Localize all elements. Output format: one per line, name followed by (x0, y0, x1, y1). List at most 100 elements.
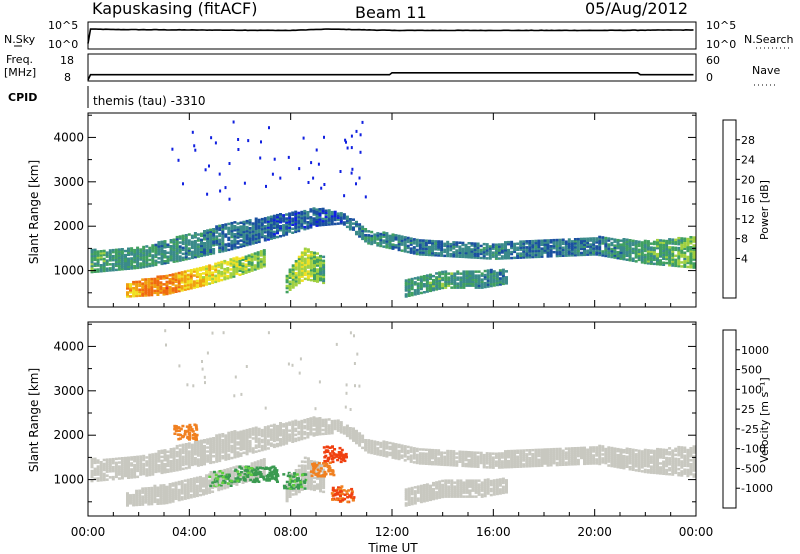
velocity-cell (236, 433, 240, 436)
velocity-cell (379, 445, 383, 449)
velocity-cell (497, 454, 501, 457)
power-cell (233, 247, 237, 250)
velocity-cell (259, 463, 263, 466)
velocity-cell (242, 433, 246, 437)
power-cell (471, 278, 475, 281)
velocity-cell (403, 445, 407, 448)
velocity-cell (415, 459, 419, 463)
power-cell (482, 256, 486, 260)
power-cell (253, 252, 257, 255)
power-cell (586, 241, 590, 244)
velocity-cell (211, 478, 215, 481)
power-cell (421, 241, 425, 244)
power-cell (203, 246, 206, 249)
velocity-cell (622, 464, 626, 468)
power-cell (438, 285, 442, 288)
power-cell (165, 282, 169, 286)
power-cell (531, 247, 535, 251)
power-cell (229, 264, 233, 267)
velocity-cell (306, 424, 310, 427)
velocity-cell (168, 489, 172, 492)
power-cell (497, 247, 501, 250)
power-cell (205, 265, 208, 268)
power-cell (291, 221, 295, 224)
power-cell (486, 275, 490, 278)
velocity-cell (689, 459, 693, 462)
power-cell (595, 237, 599, 240)
power-cell (124, 267, 127, 271)
velocity-cell (236, 453, 240, 456)
power-cell (135, 282, 139, 286)
power-cell (422, 283, 426, 286)
power-cell (300, 261, 304, 264)
velocity-cell (625, 449, 629, 452)
power-cell (379, 242, 383, 246)
velocity-cell (195, 494, 199, 498)
power-cell (156, 277, 160, 280)
velocity-cell (683, 468, 687, 471)
velocity-cell (189, 490, 193, 493)
power-cell (519, 256, 523, 259)
power-cell (488, 245, 492, 248)
power-cell (407, 292, 411, 295)
power-cell (589, 247, 593, 250)
power-cell (438, 283, 442, 286)
velocity-cell (175, 468, 179, 472)
power-cell (649, 248, 653, 251)
power-cell (257, 224, 261, 228)
velocity-cell (674, 469, 678, 473)
power-cell (497, 243, 501, 246)
power-cell (583, 247, 586, 251)
velocity-cell (144, 495, 148, 498)
power-cell (437, 254, 441, 257)
velocity-cell (513, 461, 517, 465)
power-cell (306, 260, 310, 263)
velocity-cell (291, 434, 295, 437)
velocity-cell (586, 450, 590, 453)
power-cell (315, 222, 319, 225)
power-cell (589, 239, 593, 242)
velocity-cell (610, 464, 614, 468)
velocity-cell (379, 451, 383, 455)
power-cell (266, 226, 270, 229)
velocity-cell (132, 501, 136, 505)
power-cell (316, 260, 319, 263)
velocity-cell (178, 450, 182, 453)
power-cell (180, 281, 184, 284)
power-cell (592, 237, 596, 240)
power-cell (190, 252, 194, 256)
power-cell (211, 271, 215, 274)
power-cell (236, 246, 240, 249)
power-cell (497, 257, 501, 260)
power-cell (259, 250, 263, 253)
power-scatter (182, 182, 184, 186)
power-cell (498, 281, 502, 284)
power-cell (254, 241, 258, 244)
velocity-cell (637, 469, 641, 473)
power-cell (421, 253, 425, 256)
power-cell (558, 252, 562, 256)
velocity-cell (163, 451, 167, 454)
power-cell (108, 263, 112, 266)
power-cell (558, 246, 562, 250)
velocity-cell (540, 456, 544, 459)
velocity-cell (138, 491, 142, 494)
power-cell (510, 250, 514, 254)
power-cell (519, 240, 523, 243)
power-scatter (194, 148, 197, 152)
power-cell (646, 254, 650, 257)
power-cell (680, 247, 684, 250)
velocity-cell (135, 493, 139, 497)
power-cell (229, 258, 233, 261)
power-cell (674, 246, 678, 250)
velocity-cell (482, 463, 486, 467)
velocity-cell (646, 457, 650, 460)
velocity-cell (513, 449, 517, 453)
velocity-cell (659, 472, 662, 475)
power-cell (407, 278, 411, 281)
velocity-cell (662, 468, 666, 471)
power-cell (174, 272, 178, 276)
power-cell (90, 254, 94, 258)
power-cell (203, 242, 206, 245)
power-cell (482, 242, 486, 246)
